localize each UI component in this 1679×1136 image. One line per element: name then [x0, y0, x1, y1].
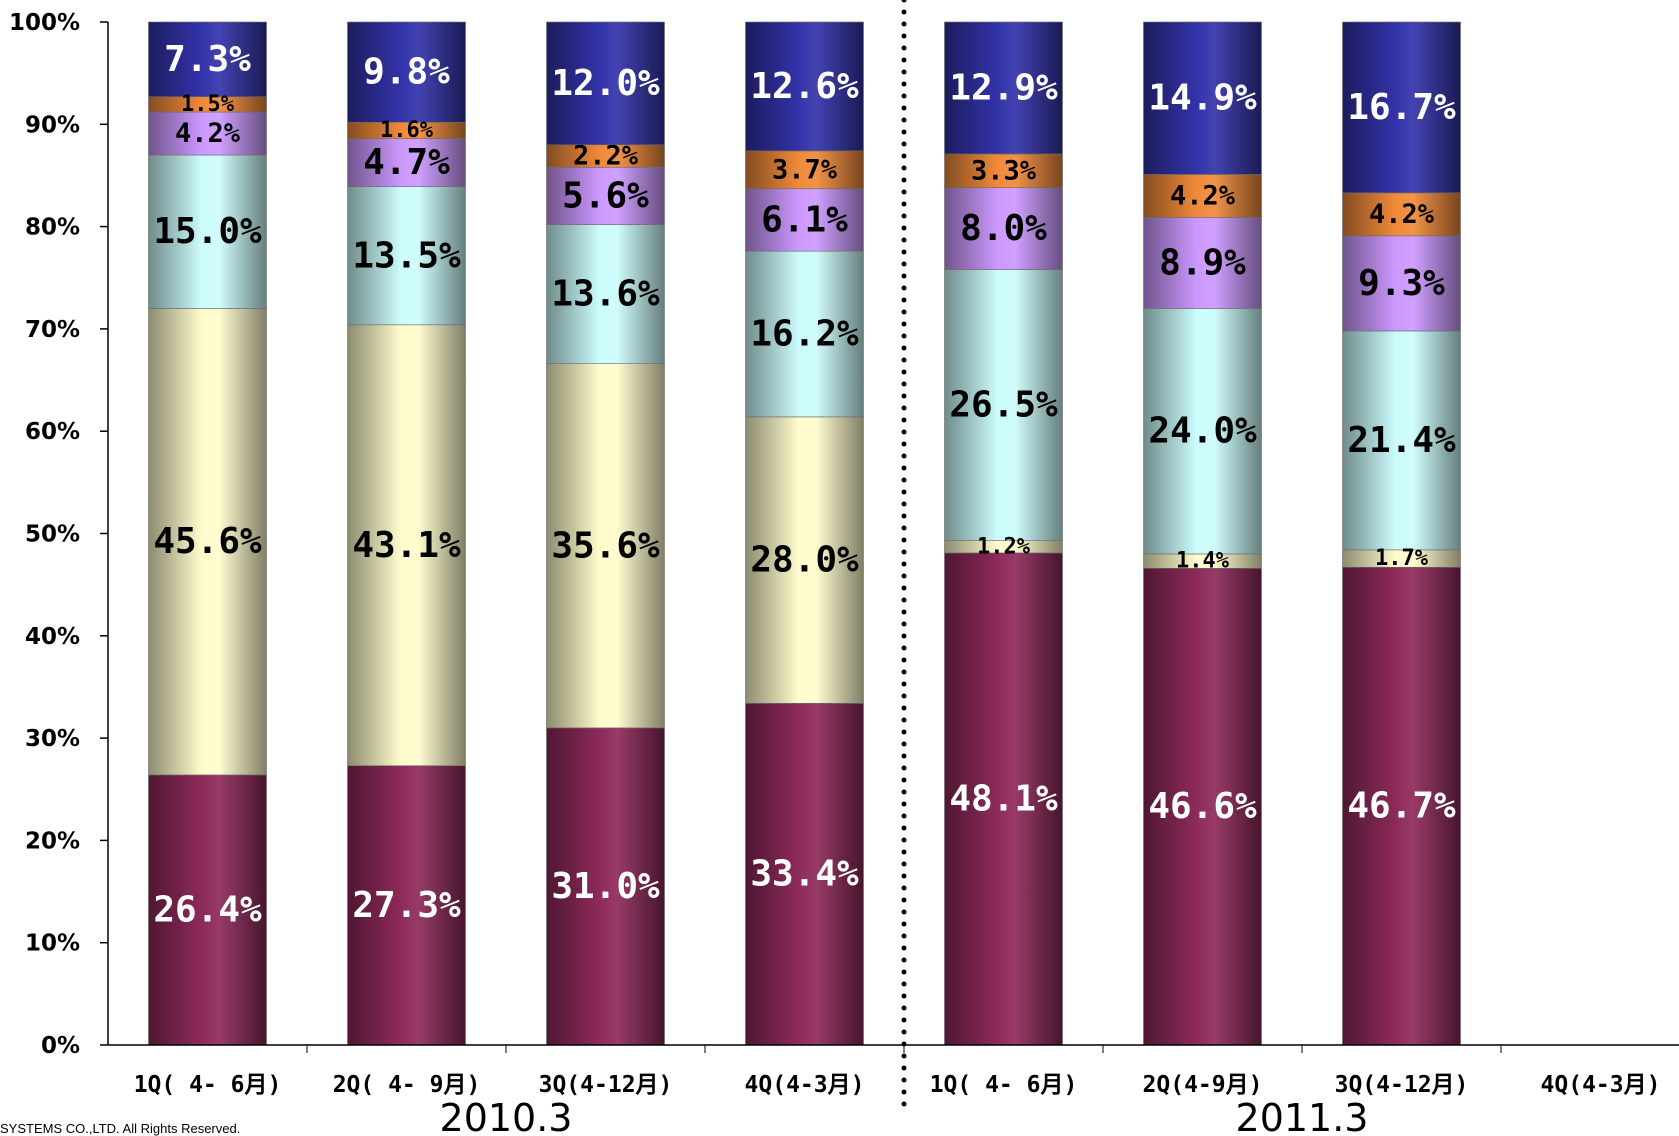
x-category-label: 3Q(4-12月) — [539, 1072, 673, 1098]
y-tick-label: 0% — [41, 1033, 80, 1059]
fiscal-year-label: 2010.3 — [440, 1096, 573, 1136]
data-label: 4.7% — [363, 142, 450, 183]
data-label: 35.6% — [551, 525, 660, 566]
copyright-notice: SYSTEMS CO.,LTD. All Rights Reserved. — [0, 1121, 241, 1136]
x-category-label: 2Q( 4- 9月) — [333, 1072, 481, 1098]
data-label: 8.0% — [960, 208, 1047, 249]
bar-segment — [148, 774, 267, 1046]
data-labels: 26.4%45.6%15.0%4.2%1.5%7.3%27.3%43.1%13.… — [153, 39, 1456, 931]
y-tick-label: 70% — [25, 317, 80, 343]
y-tick-label: 60% — [25, 419, 80, 445]
data-label: 9.8% — [363, 52, 450, 93]
data-label: 12.0% — [551, 63, 660, 104]
x-category-label: 4Q(4-3月) — [745, 1072, 865, 1098]
data-label: 4.2% — [175, 118, 241, 149]
x-category-label: 4Q(4-3月) — [1541, 1072, 1661, 1098]
bar-segment — [745, 703, 864, 1046]
data-label: 5.6% — [562, 175, 649, 216]
bar-segment — [347, 138, 466, 188]
data-label: 1.6% — [380, 118, 434, 143]
bar-segment — [1143, 217, 1262, 309]
data-label: 12.9% — [949, 67, 1058, 108]
data-label: 4.2% — [1369, 199, 1435, 230]
bar-segment — [1342, 21, 1461, 194]
data-label: 1.2% — [977, 534, 1031, 559]
data-label: 26.4% — [153, 889, 262, 930]
bar-segment — [347, 186, 466, 326]
data-label: 3.7% — [772, 154, 838, 185]
data-label: 16.7% — [1347, 87, 1456, 128]
data-label: 21.4% — [1347, 420, 1456, 461]
data-label: 33.4% — [750, 854, 859, 895]
data-label: 2.2% — [573, 141, 639, 172]
bar-segment — [1143, 174, 1262, 218]
bars — [148, 21, 1461, 1046]
data-label: 9.3% — [1358, 263, 1445, 304]
y-tick-label: 90% — [25, 112, 80, 138]
data-label: 4.2% — [1170, 180, 1236, 211]
data-label: 12.6% — [750, 66, 859, 107]
bar-segment — [944, 153, 1063, 189]
bar-segment — [745, 21, 864, 152]
data-label: 7.3% — [164, 39, 251, 80]
y-axis: 0% 10% 20% 30% 40% 50% 60% 70% 80% 90% 100% — [9, 10, 109, 1059]
bar-segment — [1143, 21, 1262, 175]
data-label: 27.3% — [352, 885, 461, 926]
data-label: 3.3% — [971, 155, 1037, 186]
bar-segment — [1342, 330, 1461, 551]
y-tick-label: 30% — [25, 726, 80, 752]
bar-segment — [745, 188, 864, 252]
data-label: 43.1% — [352, 525, 461, 566]
data-label: 14.9% — [1148, 78, 1257, 119]
data-label: 16.2% — [750, 314, 859, 355]
bar-segment — [1342, 566, 1461, 1046]
bar-segment — [745, 416, 864, 704]
bar-segment — [347, 21, 466, 123]
y-tick-label: 50% — [25, 522, 80, 548]
x-category-label: 3Q(4-12月) — [1335, 1072, 1469, 1098]
y-tick-label: 20% — [25, 828, 80, 854]
y-tick-label: 80% — [25, 215, 80, 241]
bar-segment — [546, 21, 665, 146]
bar-segment — [546, 363, 665, 729]
bar-segment — [944, 187, 1063, 270]
bar-segment — [546, 224, 665, 364]
data-label: 31.0% — [551, 866, 660, 907]
bar-segment — [1342, 192, 1461, 237]
data-label: 1.7% — [1375, 546, 1429, 571]
data-label: 13.6% — [551, 274, 660, 315]
x-category-label: 1Q( 4- 6月) — [930, 1072, 1078, 1098]
data-label: 28.0% — [750, 540, 859, 581]
bar-segment — [944, 552, 1063, 1046]
fiscal-year-label: 2011.3 — [1236, 1096, 1369, 1136]
bar-segment — [745, 150, 864, 190]
x-category-label: 2Q(4-9月) — [1143, 1072, 1263, 1098]
y-tick-label: 10% — [25, 931, 80, 957]
data-label: 13.5% — [352, 235, 461, 276]
bar-segment — [347, 765, 466, 1046]
bar-segment — [944, 21, 1063, 155]
x-category-label: 1Q( 4- 6月) — [134, 1072, 282, 1098]
data-label: 1.4% — [1176, 549, 1230, 574]
bar-segment — [745, 250, 864, 418]
bar-segment — [148, 21, 267, 97]
x-axis: 1Q( 4- 6月) 2Q( 4- 9月) 3Q(4-12月) 4Q(4-3月) 1Q(… — [108, 0, 1679, 1136]
data-label: 1.5% — [181, 92, 235, 117]
bar-segment — [1342, 235, 1461, 332]
data-label: 26.5% — [949, 385, 1058, 426]
bar-segment — [148, 308, 267, 776]
data-label: 15.0% — [153, 211, 262, 252]
data-label: 48.1% — [949, 778, 1058, 819]
data-label: 46.6% — [1148, 786, 1257, 827]
data-label: 24.0% — [1148, 411, 1257, 452]
data-label: 6.1% — [761, 199, 848, 240]
y-tick-label: 100% — [9, 10, 80, 36]
data-label: 8.9% — [1159, 242, 1246, 283]
bar-segment — [546, 166, 665, 225]
data-label: 46.7% — [1347, 786, 1456, 827]
data-label: 45.6% — [153, 521, 262, 562]
y-tick-label: 40% — [25, 624, 80, 650]
bar-segment — [546, 727, 665, 1046]
